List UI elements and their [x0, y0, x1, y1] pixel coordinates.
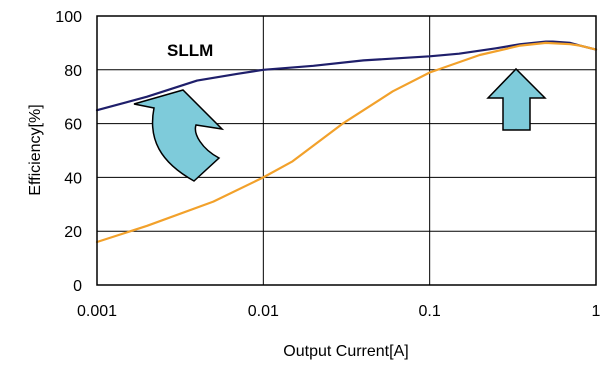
- series-label-sllm: SLLM: [167, 41, 213, 60]
- plot-frame: [96, 15, 597, 286]
- series-line-1: [95, 41, 598, 244]
- series-line-0: [95, 40, 598, 112]
- straight-up-arrow: [486, 67, 547, 131]
- x-axis-label: Output Current[A]: [283, 343, 408, 360]
- series-lines: [95, 40, 598, 244]
- x-tick-label-1: 0.01: [248, 303, 279, 320]
- y-tick-label-3: 60: [64, 117, 82, 134]
- y-tick-label-5: 100: [55, 9, 82, 26]
- y-tick-label-1: 20: [64, 224, 82, 241]
- x-tick-label-3: 1: [592, 303, 601, 320]
- y-tick-label-4: 80: [64, 63, 82, 80]
- y-tick-label-2: 40: [64, 170, 82, 187]
- y-tick-label-0: 0: [73, 278, 82, 295]
- curved-up-arrow: [133, 89, 225, 182]
- x-tick-label-2: 0.1: [419, 303, 441, 320]
- x-tick-labels: 0.001 0.01 0.1 1: [77, 303, 601, 320]
- y-tick-labels: 0 20 40 60 80 100: [55, 9, 82, 295]
- x-tick-label-0: 0.001: [77, 303, 117, 320]
- annotation-layer: SLLM: [133, 41, 547, 182]
- y-axis-label: Efficiency[%]: [27, 104, 44, 195]
